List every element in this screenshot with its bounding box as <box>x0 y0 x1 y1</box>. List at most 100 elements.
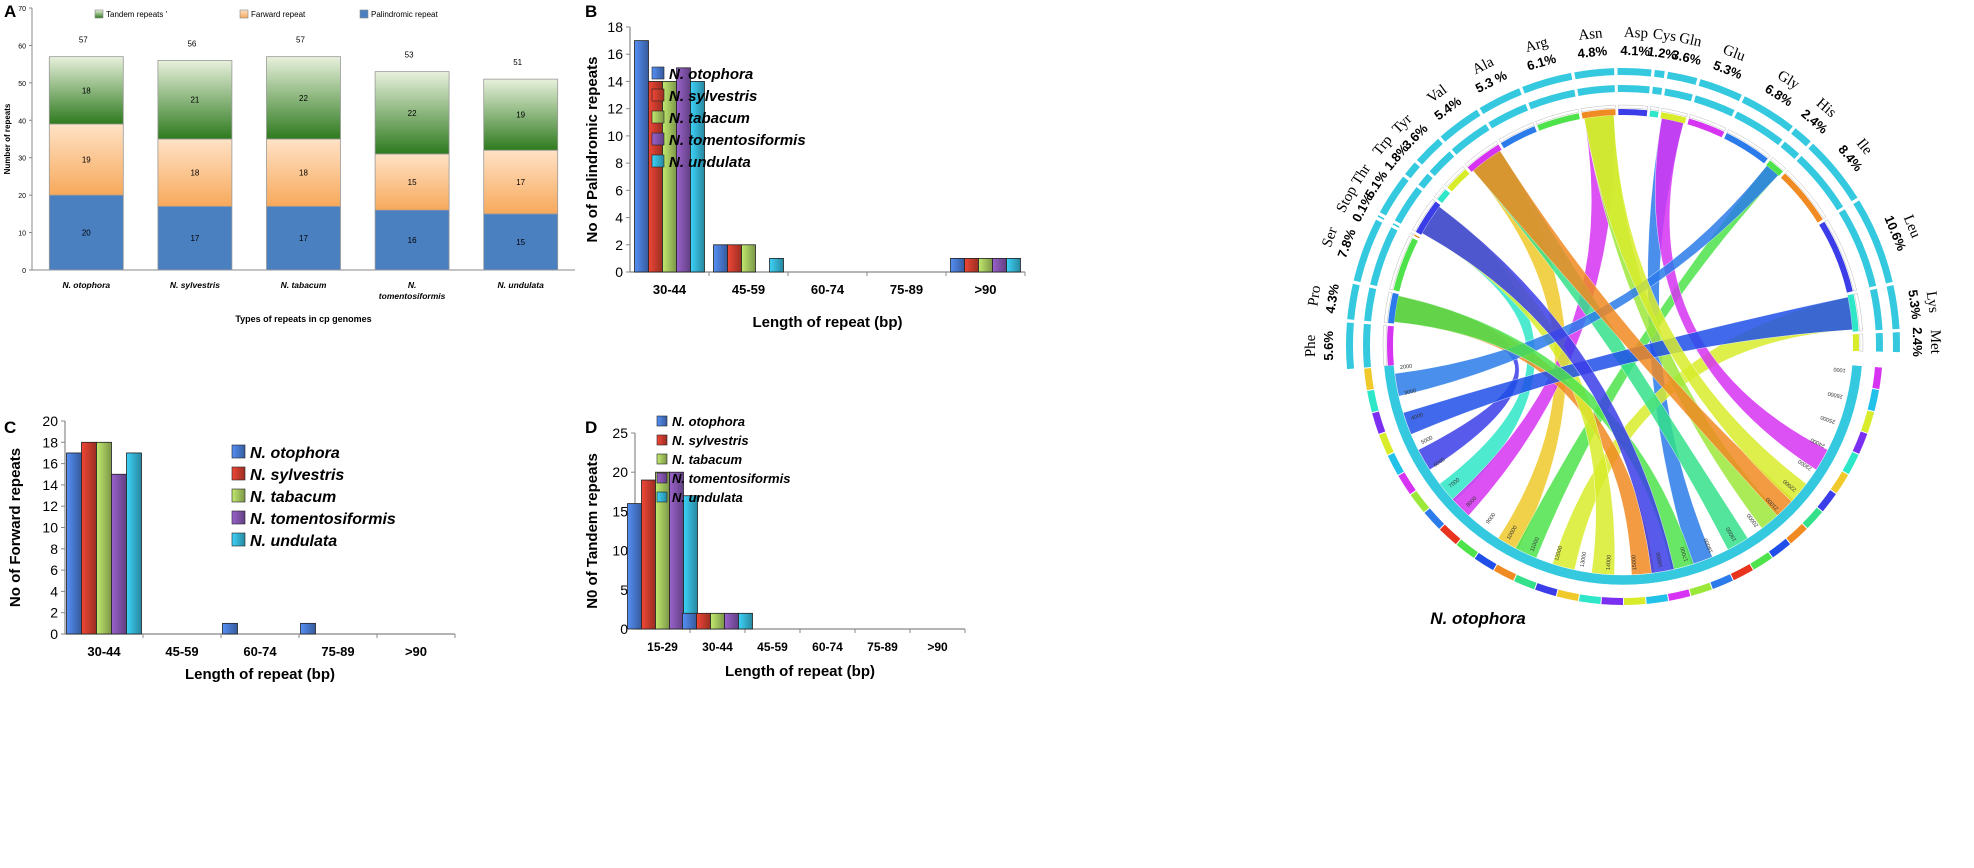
y-tick-label: 10 <box>612 543 628 559</box>
y-tick-label: 10 <box>18 231 26 238</box>
data-label: 19 <box>82 156 91 165</box>
segment-inner-band <box>1581 109 1616 119</box>
bar <box>66 452 82 635</box>
y-tick-label: 18 <box>607 19 623 35</box>
segment-inner-band <box>1852 334 1859 352</box>
y-axis-title: No of Palindromic repeats <box>584 57 601 243</box>
segment-name-label: Lys <box>1923 290 1942 314</box>
bar-segment <box>266 138 341 207</box>
segment-inner-band <box>1388 292 1399 324</box>
legend-label: N. sylvestris <box>250 467 344 484</box>
segment-tick-band <box>1617 104 1648 110</box>
genome-outer-segment <box>1730 564 1753 581</box>
genome-outer-segment <box>1646 594 1669 604</box>
genome-tick-label: 26000 <box>1827 390 1843 399</box>
y-tick-label: 15 <box>612 503 628 519</box>
stacked-bar-chart-a: 0 10 20 30 40 50 60 70 Number of repeats Types of… <box>3 6 575 324</box>
total-label: 57 <box>296 36 305 45</box>
genome-outer-segment <box>1398 472 1416 495</box>
bar-segment <box>48 123 124 196</box>
genome-outer-segment <box>1667 589 1691 601</box>
y-tick-label: 6 <box>50 562 58 578</box>
segment-percent-label: 4.8% <box>1577 43 1608 61</box>
segment-inner-band <box>1447 169 1470 192</box>
y-tick-label: 20 <box>612 464 628 480</box>
segment-outer-band <box>1479 88 1522 114</box>
segment-inner-band <box>1437 189 1451 204</box>
legend-label: N. otophora <box>250 445 340 462</box>
segment-inner-band <box>1413 234 1420 239</box>
y-tick-label: 2 <box>50 605 58 621</box>
legend-label: Tandem repeats ' <box>106 10 168 19</box>
bar <box>724 612 739 630</box>
segment-outer-band <box>1652 86 1663 95</box>
y-tick-label: 40 <box>18 118 26 125</box>
y-tick-label: 60 <box>18 43 26 50</box>
y-tick-label: 20 <box>18 193 26 200</box>
genome-outer-segment <box>1842 451 1859 475</box>
legend-swatch <box>359 9 369 19</box>
category-label: 75-89 <box>890 282 923 297</box>
x-axis-title: Length of repeat (bp) <box>753 314 903 331</box>
genome-outer-segment <box>1456 539 1478 558</box>
genome-tick-label: 12000 <box>1554 545 1564 561</box>
bar-chart-c: 0 2 4 6 8 10 12 14 16 18 20 No of Forward repeats Le… <box>7 415 456 683</box>
genome-outer-segment <box>1556 589 1580 602</box>
segment-outer-band <box>1429 151 1455 176</box>
segment-percent-label: 5.6% <box>1321 331 1336 361</box>
y-tick-label: 5 <box>620 582 628 598</box>
segment-outer-band <box>1617 68 1652 77</box>
category-label: N. sylvestris <box>170 280 220 290</box>
legend-swatch <box>94 9 104 19</box>
data-label: 18 <box>299 169 308 178</box>
category-label: N. undulata <box>498 280 545 290</box>
segment-inner-band <box>1660 112 1687 124</box>
segment-percent-label: 1.2% <box>1646 44 1678 63</box>
segment-outer-band <box>1394 186 1423 224</box>
bar <box>81 441 97 635</box>
y-tick-label: 18 <box>42 434 58 450</box>
bar-segment <box>48 56 124 125</box>
segment-percent-label: 5.3% <box>1905 289 1924 321</box>
segment-outer-band <box>1791 128 1811 147</box>
segment-name-label: Asn <box>1578 25 1604 43</box>
segment-outer-band <box>1528 89 1576 110</box>
bar <box>992 257 1007 273</box>
segment-outer-band <box>1693 95 1735 117</box>
legend-label: N. tabacum <box>669 110 750 127</box>
genome-outer-segment <box>1410 490 1430 513</box>
genome-outer-segment <box>1830 471 1849 494</box>
genome-outer-segment <box>1624 597 1646 605</box>
segment-inner-band <box>1687 118 1725 138</box>
legend-label: N. undulata <box>672 490 743 505</box>
legend-swatch <box>656 453 668 465</box>
segment-inner-band <box>1819 221 1853 293</box>
category-label: 30-44 <box>87 644 121 659</box>
legend-swatch <box>651 132 665 146</box>
y-tick-label: 4 <box>615 210 623 226</box>
y-tick-label: 10 <box>607 128 623 144</box>
genome-outer-segment <box>1424 508 1445 529</box>
segment-inner-band <box>1500 126 1537 149</box>
segment-outer-band <box>1617 85 1650 94</box>
panel-letter-d: D <box>585 418 598 437</box>
segment-outer-band <box>1364 287 1377 322</box>
chord-ribbon <box>1655 118 1828 471</box>
data-label: 22 <box>408 109 417 118</box>
data-label: 21 <box>190 96 199 105</box>
bar <box>690 81 705 273</box>
segment-tick-band <box>1689 114 1727 132</box>
genome-outer-segment <box>1474 552 1497 571</box>
segment-name-label: Met <box>1927 330 1943 355</box>
category-label: 45-59 <box>757 640 788 654</box>
y-tick-label: 70 <box>18 6 26 13</box>
bar-segment <box>374 71 450 155</box>
segment-outer-band <box>1377 215 1385 220</box>
genome-outer-segment <box>1535 583 1558 597</box>
data-label: 17 <box>190 234 199 243</box>
bar <box>696 612 711 630</box>
genome-outer-segment <box>1710 574 1733 589</box>
genome-outer-segment <box>1872 367 1883 390</box>
segment-outer-band <box>1347 283 1360 320</box>
legend-swatch <box>231 510 246 525</box>
